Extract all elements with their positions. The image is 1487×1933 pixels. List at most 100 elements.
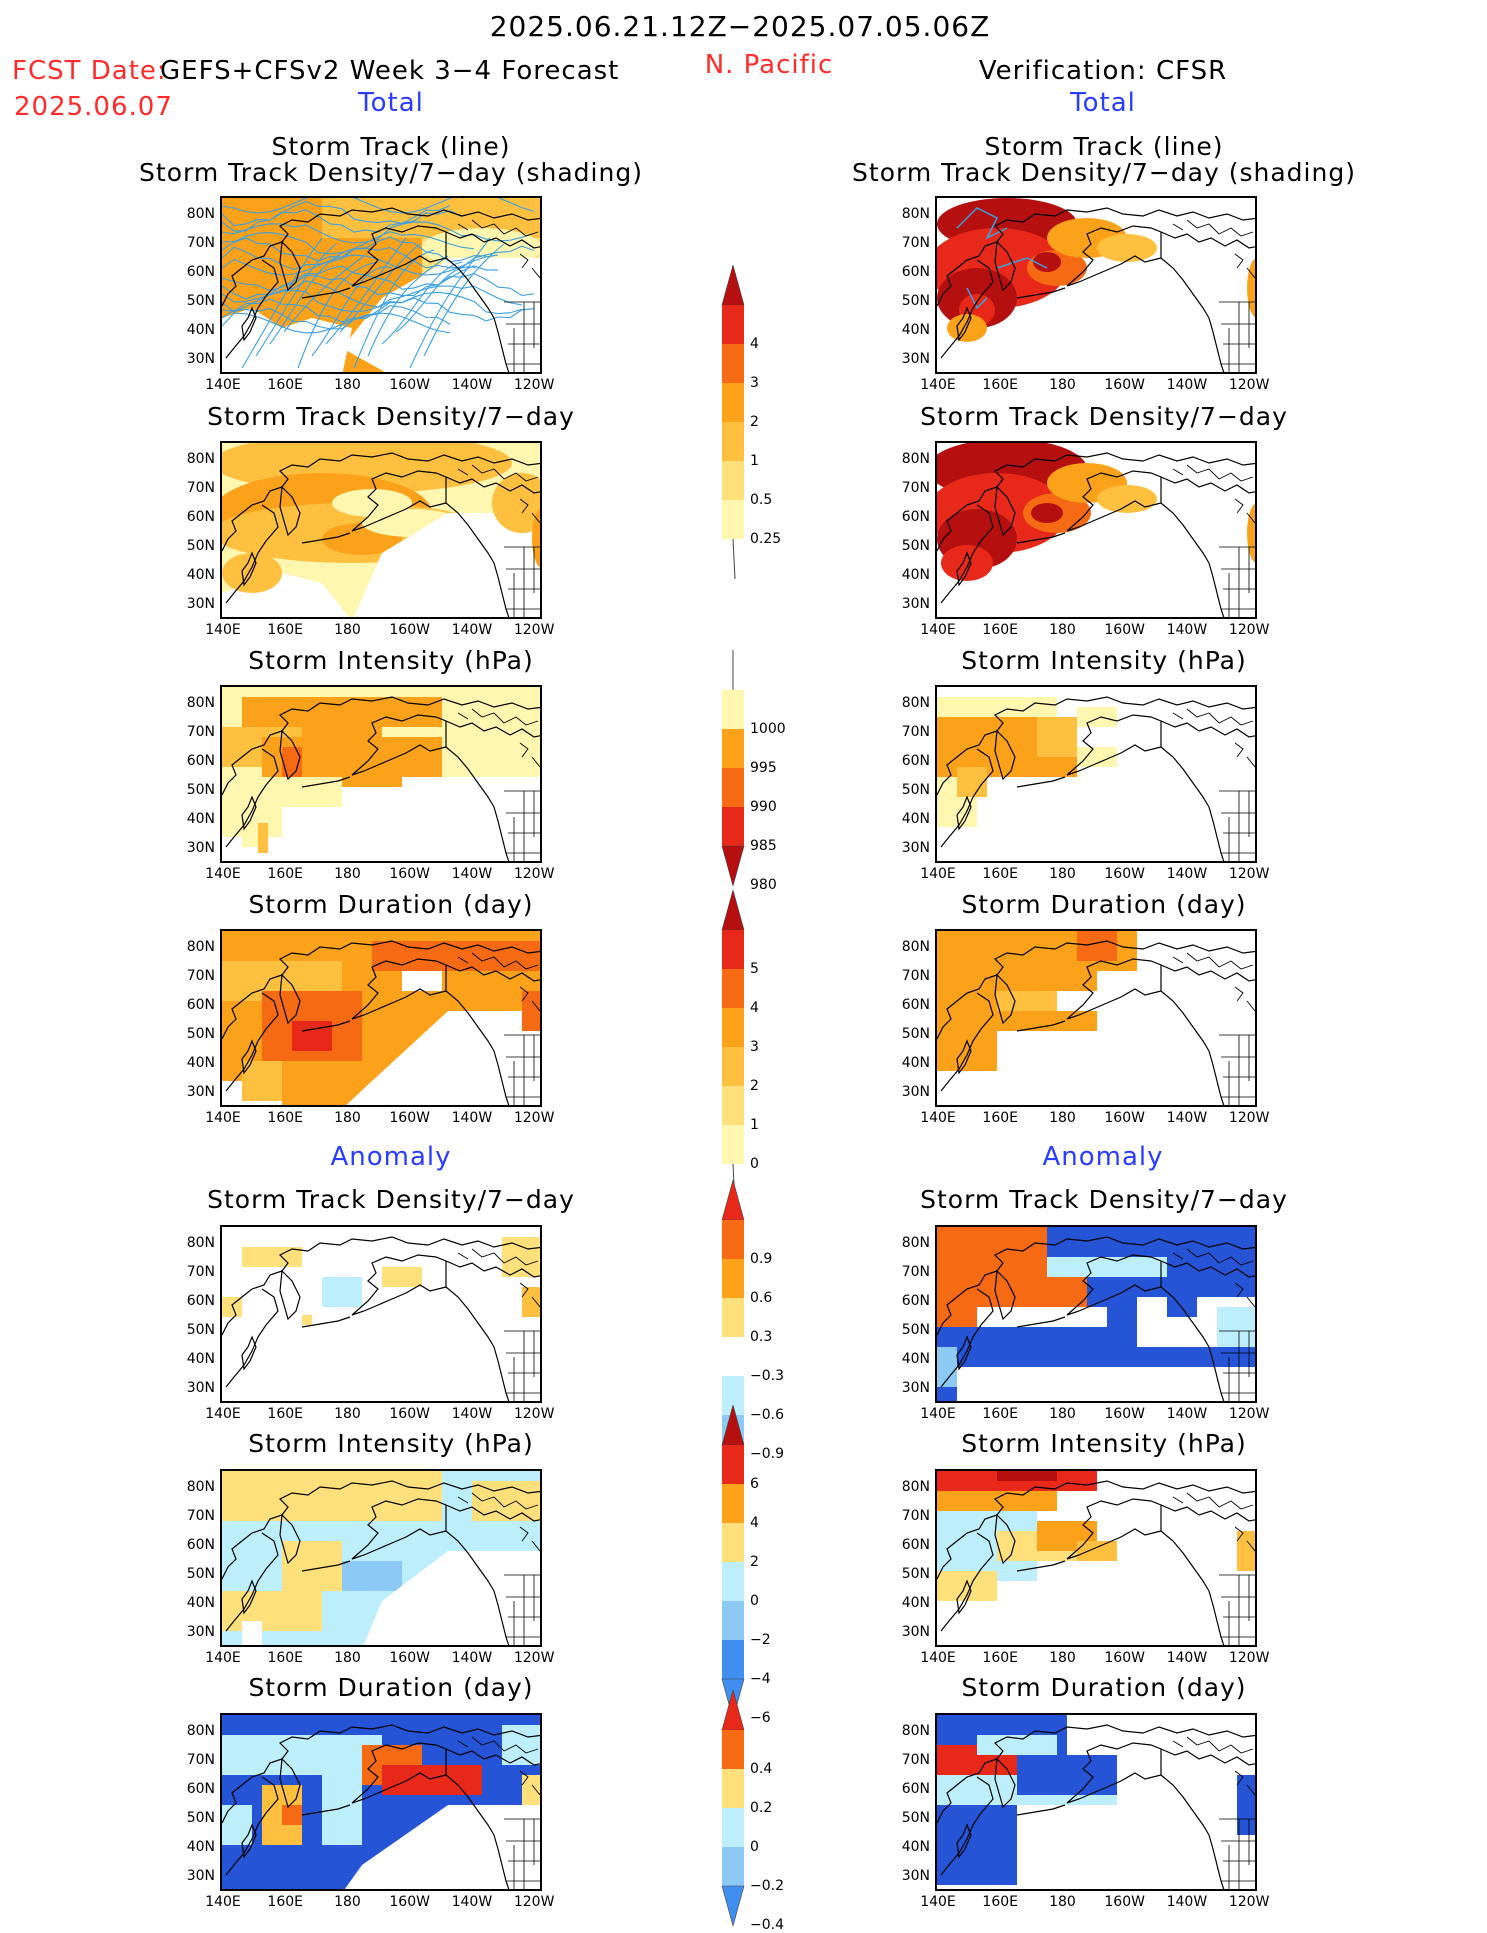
latitude-label: 40N	[186, 567, 215, 583]
verification-intensity-anom-map	[935, 1469, 1257, 1647]
intensity-colorbar-tick-label: 995	[750, 760, 777, 776]
longitude-label: 160E	[267, 377, 304, 393]
fcst-date-label: FCST Date:	[12, 56, 167, 86]
latitude-label: 80N	[901, 206, 930, 222]
right-track-line-title: Storm Track (line)	[984, 132, 1224, 161]
density-colorbar-tick-label: 0.25	[750, 531, 782, 547]
longitude-label: 140E	[205, 622, 241, 638]
intensity-anom-colorbar	[718, 1403, 748, 1723]
density-colorbar	[718, 263, 748, 583]
intensity-anom-colorbar-tick-label: −6	[750, 1710, 771, 1726]
map-canvas	[222, 931, 540, 1105]
map-canvas	[937, 1471, 1255, 1645]
right-density-anom-title: Storm Track Density/7−day	[920, 1185, 1288, 1214]
density-colorbar-tick-label: 3	[750, 375, 759, 391]
map-canvas	[222, 1715, 540, 1889]
density-anom-colorbar-tick-label: 0.6	[750, 1290, 773, 1306]
longitude-label: 140E	[920, 866, 956, 882]
longitude-label: 180	[1049, 622, 1076, 638]
latitude-label: 70N	[901, 235, 930, 251]
longitude-label: 140E	[205, 377, 241, 393]
longitude-label: 180	[334, 1110, 361, 1126]
longitude-label: 140W	[1166, 377, 1208, 393]
longitude-label: 140W	[1166, 866, 1208, 882]
forecast-intensity-anom-map	[220, 1469, 542, 1647]
latitude-label: 50N	[186, 293, 215, 309]
longitude-label: 160E	[982, 622, 1019, 638]
latitude-label: 50N	[901, 1322, 930, 1338]
left-density-anom-title: Storm Track Density/7−day	[207, 1185, 575, 1214]
latitude-label: 40N	[901, 1055, 930, 1071]
latitude-label: 60N	[186, 997, 215, 1013]
latitude-label: 40N	[186, 1595, 215, 1611]
latitude-label: 80N	[186, 206, 215, 222]
right-intensity-title: Storm Intensity (hPa)	[961, 646, 1247, 675]
model-title: GEFS+CFSv2 Week 3−4 Forecast	[160, 56, 620, 86]
longitude-label: 140W	[451, 1406, 493, 1422]
longitude-label: 180	[334, 1406, 361, 1422]
density-colorbar-tick-label: 2	[750, 414, 759, 430]
longitude-label: 140W	[451, 622, 493, 638]
latitude-label: 80N	[901, 1479, 930, 1495]
longitude-label: 180	[334, 377, 361, 393]
longitude-label: 140W	[1166, 1894, 1208, 1910]
longitude-label: 160W	[389, 1406, 430, 1422]
verification-duration-anom-map	[935, 1713, 1257, 1891]
latitude-label: 40N	[901, 1839, 930, 1855]
forecast-duration-anom-map	[220, 1713, 542, 1891]
longitude-label: 160E	[982, 1110, 1019, 1126]
latitude-label: 70N	[186, 724, 215, 740]
latitude-label: 50N	[901, 1566, 930, 1582]
map-canvas	[222, 1471, 540, 1645]
longitude-label: 140E	[920, 1110, 956, 1126]
latitude-label: 30N	[186, 1868, 215, 1884]
intensity-colorbar-tick-label: 980	[750, 877, 777, 893]
density-anom-colorbar-tick-label: −0.9	[750, 1446, 784, 1462]
duration-anom-colorbar-tick-label: −0.2	[750, 1878, 784, 1894]
verification-density-map	[935, 441, 1257, 619]
longitude-label: 160E	[267, 1894, 304, 1910]
latitude-label: 60N	[186, 1781, 215, 1797]
density-colorbar-tick-label: 0.5	[750, 492, 773, 508]
longitude-label: 160E	[982, 1406, 1019, 1422]
latitude-label: 60N	[186, 264, 215, 280]
latitude-label: 40N	[186, 1839, 215, 1855]
longitude-label: 160E	[267, 1110, 304, 1126]
latitude-label: 30N	[901, 1380, 930, 1396]
longitude-label: 120W	[513, 1110, 555, 1126]
longitude-label: 140E	[920, 1894, 956, 1910]
period-title: 2025.06.21.12Z−2025.07.05.06Z	[489, 10, 991, 43]
longitude-label: 160W	[389, 1894, 430, 1910]
right-duration-title: Storm Duration (day)	[961, 890, 1247, 919]
longitude-label: 140W	[451, 1110, 493, 1126]
intensity-anom-colorbar-tick-label: 4	[750, 1515, 759, 1531]
latitude-label: 50N	[186, 1026, 215, 1042]
longitude-label: 160W	[1104, 866, 1145, 882]
longitude-label: 160W	[1104, 1110, 1145, 1126]
latitude-label: 40N	[186, 322, 215, 338]
latitude-label: 80N	[186, 939, 215, 955]
map-canvas	[937, 931, 1255, 1105]
verification-track-map	[935, 196, 1257, 374]
latitude-label: 30N	[186, 1380, 215, 1396]
longitude-label: 140E	[205, 1110, 241, 1126]
latitude-label: 50N	[901, 538, 930, 554]
latitude-label: 50N	[901, 782, 930, 798]
fcst-date-value: 2025.06.07	[14, 92, 173, 122]
longitude-label: 160W	[389, 1110, 430, 1126]
left-total-label: Total	[358, 88, 424, 118]
longitude-label: 160E	[267, 1406, 304, 1422]
latitude-label: 50N	[186, 782, 215, 798]
left-track-line-title: Storm Track (line)	[271, 132, 511, 161]
longitude-label: 180	[334, 866, 361, 882]
forecast-density-anom-map	[220, 1225, 542, 1403]
map-canvas	[937, 687, 1255, 861]
left-duration-anom-title: Storm Duration (day)	[248, 1673, 534, 1702]
longitude-label: 140W	[451, 866, 493, 882]
longitude-label: 180	[1049, 866, 1076, 882]
latitude-label: 40N	[186, 1055, 215, 1071]
latitude-label: 80N	[186, 451, 215, 467]
map-canvas	[222, 443, 540, 617]
latitude-label: 70N	[186, 1264, 215, 1280]
latitude-label: 60N	[186, 753, 215, 769]
